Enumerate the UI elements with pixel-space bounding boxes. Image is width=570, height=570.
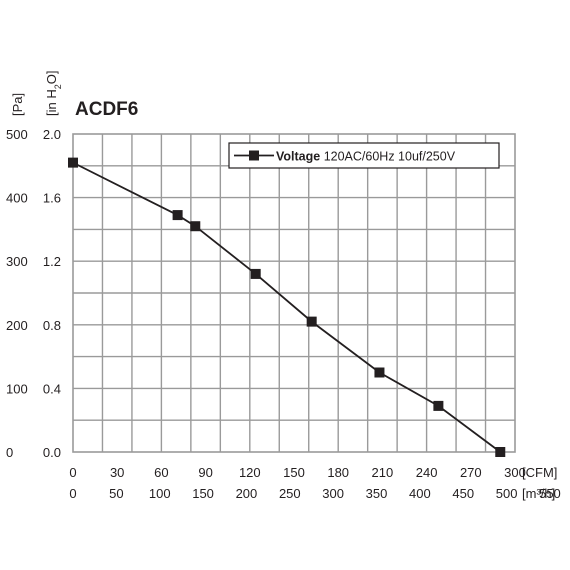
y-tick-label-inh2o: 0.0 xyxy=(43,445,61,460)
data-point-marker xyxy=(374,367,385,378)
y-tick-label-pa: 0 xyxy=(6,445,13,460)
y-tick-label-pa: 200 xyxy=(6,318,28,333)
legend-label: Voltage 120AC/60Hz 10uf/250V xyxy=(276,150,456,164)
data-point-marker xyxy=(306,316,317,327)
x-tick-label-cfm: 0 xyxy=(69,465,76,480)
y-tick-label-pa: 300 xyxy=(6,254,28,269)
x-tick-label-cfm: 90 xyxy=(198,465,212,480)
x-tick-label-cfm: 60 xyxy=(154,465,168,480)
y-tick-label-inh2o: 2.0 xyxy=(43,127,61,142)
x-tick-label-m3h: 100 xyxy=(149,486,171,501)
x-tick-label-cfm: 30 xyxy=(110,465,124,480)
x-tick-label-cfm: 210 xyxy=(372,465,394,480)
y-unit-inh2o-subscript: 2 xyxy=(53,84,63,89)
y-unit-inh2o: [in H2O] xyxy=(44,71,63,116)
x-tick-label-m3h: 400 xyxy=(409,486,431,501)
x-tick-label-cfm: 150 xyxy=(283,465,305,480)
y-tick-label-pa: 400 xyxy=(6,191,28,206)
x-tick-label-m3h: 50 xyxy=(109,486,123,501)
y-unit-inh2o-end: O] xyxy=(44,71,59,85)
y-tick-label-inh2o: 0.8 xyxy=(43,318,61,333)
x-tick-label-m3h: 0 xyxy=(69,486,76,501)
data-point-marker xyxy=(190,221,201,232)
x-tick-label-m3h: 250 xyxy=(279,486,301,501)
x-tick-label-m3h: 450 xyxy=(452,486,474,501)
plot-frame xyxy=(72,133,516,453)
x-tick-label-m3h: 200 xyxy=(236,486,258,501)
chart-title: ACDF6 xyxy=(75,99,138,120)
x-tick-label-m3h: 150 xyxy=(192,486,214,501)
legend-label-rest: 120AC/60Hz 10uf/250V xyxy=(324,150,456,164)
y-tick-label-inh2o: 1.6 xyxy=(43,191,61,206)
y-unit-inh2o-main: [in H xyxy=(44,89,59,116)
x-tick-label-m3h: 500 xyxy=(496,486,518,501)
x-tick-label-cfm: 240 xyxy=(416,465,438,480)
data-series xyxy=(68,157,506,457)
y-tick-label-pa: 500 xyxy=(6,127,28,142)
x-tick-label-m3h: 350 xyxy=(366,486,388,501)
x-tick-label-cfm: 120 xyxy=(239,465,261,480)
y-tick-label-pa: 100 xyxy=(6,381,28,396)
data-point-marker xyxy=(433,400,444,411)
axes xyxy=(72,133,516,453)
legend: Voltage 120AC/60Hz 10uf/250V xyxy=(228,142,500,169)
x-tick-label-m3h: 550 xyxy=(539,486,561,501)
x-unit-cfm: [CFM] xyxy=(522,465,557,480)
y-unit-pa: [Pa] xyxy=(10,93,25,116)
x-tick-label-cfm: 270 xyxy=(460,465,482,480)
x-tick-label-cfm: 180 xyxy=(327,465,349,480)
data-point-marker xyxy=(250,268,261,279)
data-point-marker xyxy=(495,447,506,457)
data-point-marker xyxy=(172,210,183,221)
x-tick-label-m3h: 300 xyxy=(322,486,344,501)
x-unit-m3h: [m³/h] xyxy=(522,486,555,501)
legend-marker-swatch xyxy=(249,150,259,161)
legend-label-bold: Voltage xyxy=(276,150,324,164)
y-tick-label-inh2o: 1.2 xyxy=(43,254,61,269)
y-tick-label-inh2o: 0.4 xyxy=(43,381,61,396)
data-point-marker xyxy=(68,157,78,168)
x-tick-label-cfm: 300 xyxy=(504,465,526,480)
grid xyxy=(73,134,515,452)
